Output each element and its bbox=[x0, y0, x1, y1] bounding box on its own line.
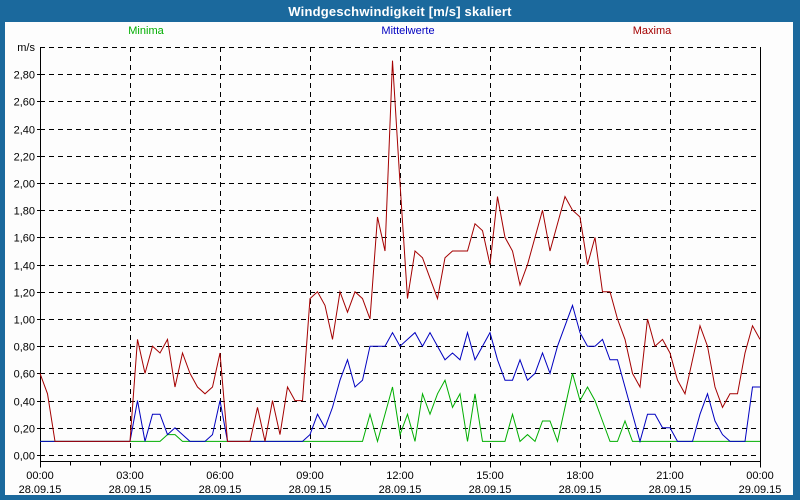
window-title: Windgeschwindigkeit [m/s] skaliert bbox=[288, 3, 512, 19]
chart-area bbox=[5, 22, 793, 495]
legend-label-maxima: Maxima bbox=[632, 25, 672, 37]
legend-label-mittelwerte: Mittelwerte bbox=[381, 25, 435, 37]
legend-label-minima: Minima bbox=[128, 25, 164, 37]
window-titlebar[interactable]: Windgeschwindigkeit [m/s] skaliert bbox=[0, 0, 800, 22]
